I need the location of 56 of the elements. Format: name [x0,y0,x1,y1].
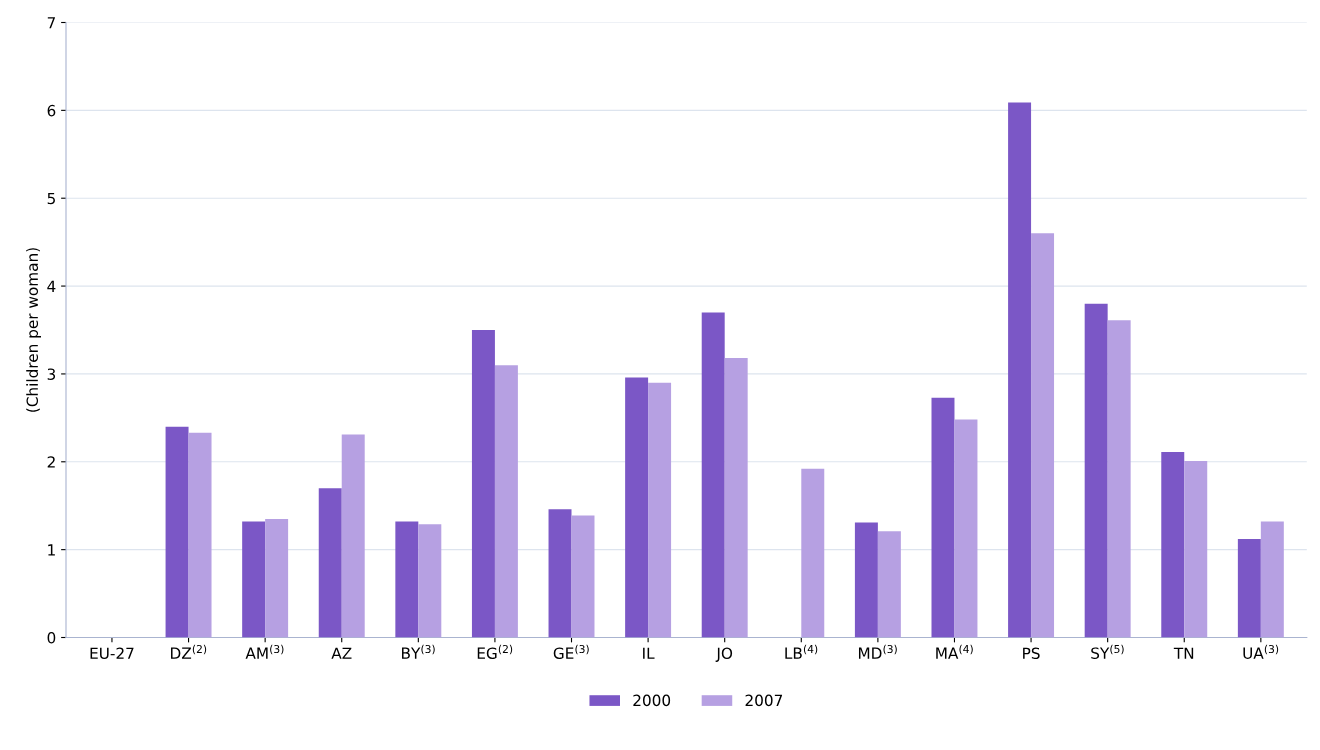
bar [265,518,289,638]
bar [954,419,978,638]
x-tick-label: LB$^{(4)}$ [785,644,818,659]
y-axis-title: (Children per woman) [26,248,41,412]
bar [471,330,495,638]
legend-label: 2007 [745,694,783,707]
bar [1008,102,1032,638]
bar [724,358,748,638]
bar [188,432,212,638]
x-tick-label: IL [643,647,655,659]
y-tick-label: 5 [47,192,55,205]
x-tick-label: MA$^{(4)}$ [936,644,973,659]
bar [1084,303,1108,638]
bar [1237,539,1261,638]
bar [1260,521,1284,638]
x-tick-label: EG$^{(2)}$ [477,644,513,659]
bar [648,382,672,638]
y-tick-label: 4 [47,280,56,292]
bar [877,531,901,638]
bar [854,522,878,638]
legend-label: 2000 [633,694,671,707]
y-tick-label: 2 [47,456,55,468]
bar [494,365,518,638]
bar [341,434,365,638]
x-tick-label: TN [1173,647,1194,659]
bar [548,509,572,638]
y-tick-label: 7 [47,17,55,29]
bar [931,397,955,638]
x-tick-label: UA$^{(3)}$ [1243,644,1279,659]
bar [318,488,342,638]
bar [165,426,189,638]
x-tick-label: EU-27 [90,647,134,660]
bar [571,515,595,638]
bar [242,521,266,638]
x-tick-label: SY$^{(5)}$ [1091,644,1124,659]
y-tick-label: 1 [48,544,55,556]
bar [1184,460,1208,638]
bar [418,524,442,638]
x-tick-label: AZ [331,647,352,659]
bar [395,521,419,638]
y-tick-label: 0 [47,631,56,644]
x-tick-label: JO [715,647,733,662]
bar [1107,320,1131,638]
x-tick-label: AM$^{(3)}$ [245,644,284,659]
x-tick-label: PS [1023,647,1040,660]
x-tick-label: BY$^{(3)}$ [402,644,435,659]
bar [1161,452,1185,638]
x-tick-label: GE$^{(3)}$ [553,644,589,659]
bar [625,377,649,638]
bar [701,312,725,638]
y-tick-label: 6 [47,104,56,117]
y-tick-label: 3 [47,368,56,380]
x-tick-label: DZ$^{(2)}$ [171,644,207,659]
bar [801,468,825,638]
bar [1031,233,1055,638]
x-tick-label: MD$^{(3)}$ [858,644,897,659]
